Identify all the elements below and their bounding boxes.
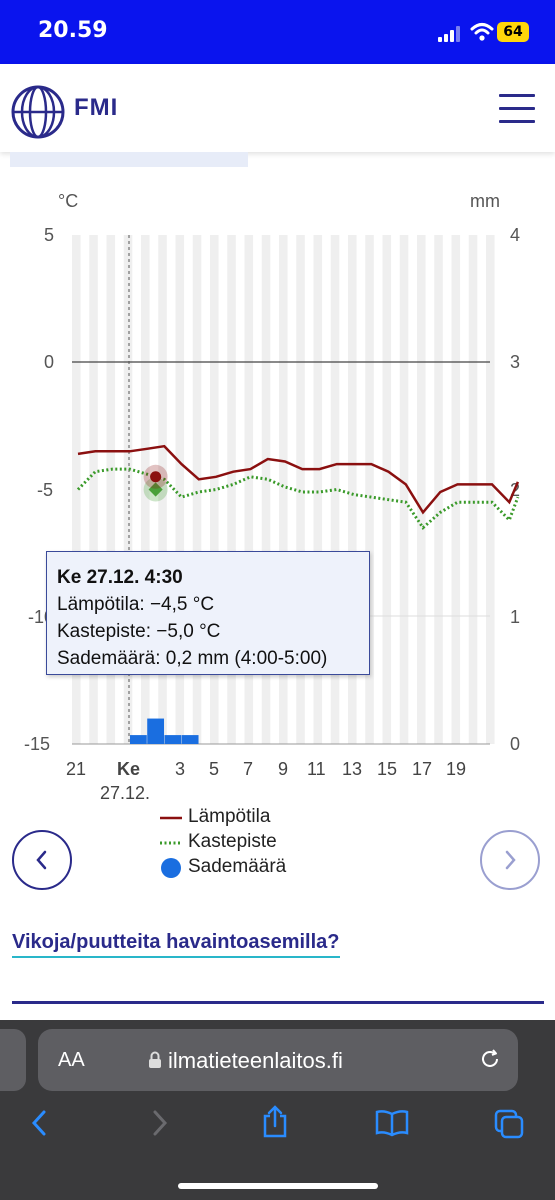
chart-stripe: [141, 235, 150, 744]
station-issues-link[interactable]: Vikoja/puutteita havaintoasemilla?: [12, 931, 340, 958]
wifi-icon: [470, 23, 494, 41]
address-bar[interactable]: AA ilmatieteenlaitos.fi: [38, 1029, 518, 1091]
dewpoint-line: [76, 467, 520, 530]
chart-stripe: [417, 235, 426, 744]
legend-item-dewpoint[interactable]: Kastepiste: [160, 831, 286, 856]
chart-stripe: [106, 235, 116, 744]
chart-stripe: [348, 235, 357, 744]
home-indicator: [178, 1183, 378, 1189]
y-left-tick: 0: [44, 352, 55, 372]
temperature-marker: [150, 471, 162, 483]
chart-stripe: [72, 235, 81, 744]
tooltip-title: Ke 27.12. 4:30: [57, 567, 183, 588]
precipitation-bar[interactable]: [147, 718, 165, 744]
tooltip-temperature: Lämpötila: −4,5 °C: [57, 594, 215, 615]
y-left-tick: -5: [37, 480, 54, 500]
right-unit-label: mm: [470, 191, 500, 211]
tooltip-precipitation: Sademäärä: 0,2 mm (4:00-5:00): [57, 648, 328, 669]
chevron-left-icon: [36, 850, 47, 870]
x-tick-label: 17: [412, 759, 433, 779]
hamburger-menu-icon[interactable]: [499, 94, 535, 124]
temperature-line: [77, 444, 520, 515]
left-unit-label: °C: [58, 191, 79, 211]
legend-item-temperature[interactable]: Lämpötila: [160, 806, 286, 831]
chart-stripe: [486, 235, 495, 744]
legend-label: Sademäärä: [188, 856, 287, 877]
browser-toolbar: AA ilmatieteenlaitos.fi: [0, 1020, 555, 1200]
previous-tab-preview[interactable]: [0, 1029, 26, 1091]
chart-stripe: [279, 235, 288, 744]
x-tick-label: Ke: [117, 759, 141, 779]
y-right-tick: 3: [510, 352, 521, 372]
forward-icon[interactable]: [147, 1108, 171, 1138]
bookmarks-icon[interactable]: [374, 1108, 410, 1138]
dot-icon: [161, 858, 181, 878]
chart-stripe: [89, 235, 98, 744]
brand-name: FMI: [74, 94, 119, 121]
chevron-right-icon: [505, 850, 516, 870]
tab-strip[interactable]: [10, 152, 248, 167]
dewpoint-marker: [148, 482, 163, 497]
dotted-line-icon: [160, 841, 182, 845]
precipitation-bar[interactable]: [181, 735, 199, 744]
chart-stripe: [192, 235, 202, 744]
reader-settings-button[interactable]: AA: [58, 1049, 85, 1071]
divider: [12, 1001, 544, 1004]
previous-button[interactable]: [12, 830, 72, 890]
url-text[interactable]: ilmatieteenlaitos.fi: [168, 1048, 343, 1073]
precipitation-bar[interactable]: [164, 735, 182, 744]
x-tick-label: 3: [175, 759, 186, 779]
tooltip-dewpoint: Kastepiste: −5,0 °C: [57, 621, 221, 642]
legend-label: Lämpötila: [188, 806, 271, 827]
y-left-tick: 5: [44, 225, 55, 245]
x-tick-label: 13: [342, 759, 363, 779]
x-tick-label: 9: [278, 759, 289, 779]
x-tick-label: 19: [446, 759, 467, 779]
chart-stripe: [175, 235, 185, 744]
share-icon[interactable]: [260, 1104, 290, 1138]
x-date-label: 27.12.: [100, 783, 151, 803]
legend-item-precipitation[interactable]: Sademäärä: [160, 856, 286, 881]
chart-stripe: [313, 235, 323, 744]
chart-stripe: [261, 235, 271, 744]
y-right-tick: 4: [510, 225, 521, 245]
tabs-icon[interactable]: [493, 1108, 525, 1140]
y-right-tick: 0: [510, 734, 521, 754]
battery-icon: 64: [497, 22, 529, 42]
chart-legend: Lämpötila Kastepiste Sademäärä: [160, 806, 286, 881]
weather-chart[interactable]: [0, 0, 555, 790]
status-time: 20.59: [38, 18, 108, 43]
next-button[interactable]: [480, 830, 540, 890]
chart-stripe: [296, 235, 305, 744]
chart-stripe: [123, 235, 133, 744]
solid-line-icon: [160, 816, 182, 820]
site-header: FMI: [0, 64, 555, 152]
chart-stripe: [468, 235, 478, 744]
chart-stripe: [382, 235, 392, 744]
chart-stripe: [434, 235, 443, 744]
back-icon[interactable]: [28, 1108, 52, 1138]
status-bar: 20.59 64: [0, 0, 555, 64]
fmi-logo-icon[interactable]: [10, 84, 66, 140]
x-tick-label: 15: [377, 759, 398, 779]
precipitation-bar[interactable]: [129, 735, 147, 744]
y-right-tick: 1: [510, 607, 521, 627]
legend-label: Kastepiste: [188, 831, 277, 852]
chart-stripe: [451, 235, 461, 744]
chart-stripe: [244, 235, 254, 744]
reload-icon[interactable]: [478, 1047, 502, 1071]
x-tick-label: 21: [66, 759, 87, 779]
cellular-signal-icon: [438, 26, 460, 42]
chart-stripe: [227, 235, 236, 744]
chart-stripe: [365, 235, 374, 744]
x-tick-label: 5: [209, 759, 220, 779]
chart-tooltip: Ke 27.12. 4:30 Lämpötila: −4,5 °C Kastep…: [46, 551, 370, 675]
x-tick-label: 11: [307, 759, 326, 779]
x-tick-label: 7: [243, 759, 254, 779]
chart-stripe: [399, 235, 409, 744]
lock-icon: [149, 1051, 161, 1068]
y-left-tick: -15: [24, 734, 51, 754]
